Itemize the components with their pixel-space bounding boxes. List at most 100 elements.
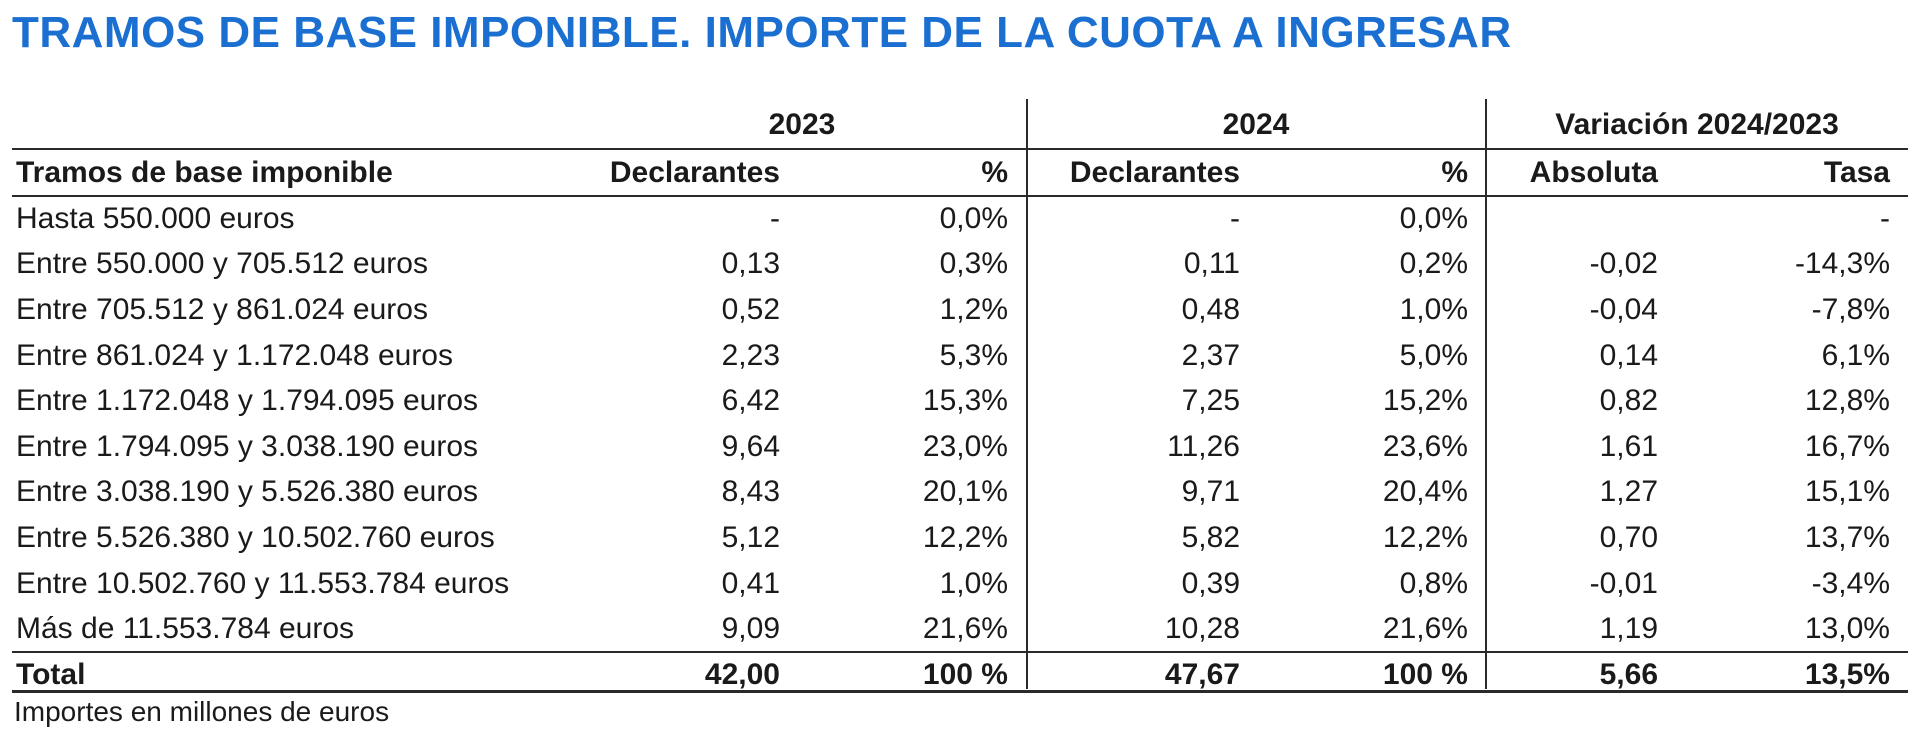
- table-row: Entre 3.038.190 y 5.526.380 euros 8,43 20,…: [12, 470, 1908, 516]
- year-header-2024: 2024: [1222, 108, 1290, 141]
- cell-absoluta: 0,82: [1599, 384, 1658, 418]
- cell-pct-2024: 20,4%: [1382, 475, 1468, 509]
- cell-declarantes-2024: 7,25: [1181, 384, 1240, 418]
- cell-declarantes-2023: 5,12: [721, 520, 780, 554]
- total-row: Total 42,00 100 % 47,67 100 % 5,66 13,5%: [12, 652, 1908, 698]
- divider-2024-variation: [1485, 99, 1487, 689]
- cell-tramo: Entre 861.024 y 1.172.048 euros: [16, 338, 453, 372]
- cell-declarantes-2023: -: [770, 201, 780, 235]
- table-row: Entre 1.172.048 y 1.794.095 euros 6,42 15,…: [12, 378, 1908, 424]
- cell-tramo: Entre 550.000 y 705.512 euros: [16, 247, 428, 281]
- table-body: Hasta 550.000 euros - 0,0% - 0,0% - Entre 550.…: [12, 196, 1908, 652]
- cell-pct-2024: 23,6%: [1382, 429, 1468, 463]
- cell-pct-2023: 0,3%: [939, 247, 1008, 281]
- table-row: Entre 5.526.380 y 10.502.760 euros 5,12 12…: [12, 515, 1908, 561]
- cell-absoluta: 1,61: [1599, 429, 1658, 463]
- table-row: Más de 11.553.784 euros 9,09 21,6% 10,28 21,…: [12, 606, 1908, 652]
- cell-declarantes-2023: 6,42: [721, 384, 780, 418]
- cell-pct-2024: 0,8%: [1399, 566, 1468, 600]
- year-header-row: 2023 2024 Variación 2024/2023: [12, 100, 1908, 150]
- col-header-declarantes-2023: Declarantes: [609, 156, 780, 189]
- cell-pct-2024: 0,0%: [1399, 201, 1468, 235]
- cell-pct-2023: 21,6%: [922, 612, 1008, 646]
- table-row: Entre 10.502.760 y 11.553.784 euros 0,41 1…: [12, 561, 1908, 607]
- cell-declarantes-2024: 11,26: [1167, 429, 1240, 463]
- year-header-variation: Variación 2024/2023: [1555, 108, 1839, 141]
- col-header-tasa: Tasa: [1823, 156, 1890, 189]
- total-label: Total: [16, 657, 86, 691]
- cell-tasa: 6,1%: [1821, 338, 1890, 372]
- cell-declarantes-2023: 9,09: [721, 612, 780, 646]
- cell-declarantes-2023: 0,13: [721, 247, 780, 281]
- cell-declarantes-2024: 0,11: [1183, 247, 1240, 281]
- col-header-pct-2023: %: [981, 156, 1008, 189]
- cell-tasa: 16,7%: [1804, 429, 1890, 463]
- col-header-tramos: Tramos de base imponible: [16, 156, 393, 189]
- cell-declarantes-2023: 0,41: [721, 566, 780, 600]
- cell-pct-2024: 5,0%: [1399, 338, 1468, 372]
- cell-absoluta: 0,70: [1599, 520, 1658, 554]
- col-header-pct-2024: %: [1441, 156, 1468, 189]
- total-bottom-rule: [12, 690, 1908, 693]
- cell-declarantes-2023: 8,43: [721, 475, 780, 509]
- cell-tasa: 15,1%: [1804, 475, 1890, 509]
- cell-pct-2023: 23,0%: [922, 429, 1008, 463]
- header-top-rule: [12, 148, 1908, 150]
- col-header-absoluta: Absoluta: [1529, 156, 1658, 189]
- cell-tasa: -14,3%: [1794, 247, 1890, 281]
- cell-declarantes-2024: 0,48: [1181, 292, 1240, 326]
- cell-pct-2023: 15,3%: [922, 384, 1008, 418]
- cell-tramo: Entre 5.526.380 y 10.502.760 euros: [16, 520, 495, 554]
- year-header-2023: 2023: [768, 108, 836, 141]
- cell-pct-2024: 1,0%: [1399, 292, 1468, 326]
- column-header-row: Tramos de base imponible Declarantes % D…: [12, 150, 1908, 196]
- total-pct-2023: 100 %: [922, 657, 1008, 691]
- cell-tasa: 12,8%: [1804, 384, 1890, 418]
- table-row: Entre 550.000 y 705.512 euros 0,13 0,3% 0,1…: [12, 242, 1908, 288]
- cell-pct-2023: 12,2%: [922, 520, 1008, 554]
- cell-pct-2023: 5,3%: [939, 338, 1008, 372]
- total-pct-2024: 100 %: [1382, 657, 1468, 691]
- header-bottom-rule: [12, 195, 1908, 197]
- page-title: TRAMOS DE BASE IMPONIBLE. IMPORTE DE LA …: [12, 8, 1512, 57]
- cell-tramo: Entre 10.502.760 y 11.553.784 euros: [16, 566, 510, 600]
- cell-tramo: Entre 3.038.190 y 5.526.380 euros: [16, 475, 479, 509]
- total-declarantes-2023: 42,00: [704, 657, 780, 691]
- cell-tasa: -3,4%: [1811, 566, 1890, 600]
- cell-absoluta: 0,14: [1599, 338, 1658, 372]
- total-top-rule: [12, 651, 1908, 653]
- cell-declarantes-2024: 9,71: [1181, 475, 1240, 509]
- table-row: Hasta 550.000 euros - 0,0% - 0,0% -: [12, 196, 1908, 242]
- cell-absoluta: [1486, 196, 1676, 242]
- cell-tramo: Entre 705.512 y 861.024 euros: [16, 292, 428, 326]
- cell-absoluta: 1,27: [1599, 475, 1658, 509]
- cell-tramo: Más de 11.553.784 euros: [16, 612, 355, 646]
- total-declarantes-2024: 47,67: [1164, 657, 1240, 691]
- cell-declarantes-2024: 0,39: [1181, 566, 1240, 600]
- cell-declarantes-2024: 2,37: [1181, 338, 1240, 372]
- cell-tramo: Entre 1.172.048 y 1.794.095 euros: [16, 384, 479, 418]
- cell-tasa: -: [1880, 201, 1890, 235]
- table-row: Entre 1.794.095 y 3.038.190 euros 9,64 23,…: [12, 424, 1908, 470]
- cell-tasa: 13,7%: [1804, 520, 1890, 554]
- cell-declarantes-2024: -: [1230, 201, 1240, 235]
- footnote: Importes en millones de euros: [14, 696, 390, 727]
- cell-tasa: -7,8%: [1811, 292, 1890, 326]
- cell-declarantes-2023: 2,23: [721, 338, 780, 372]
- table-row: Entre 861.024 y 1.172.048 euros 2,23 5,3% 2…: [12, 333, 1908, 379]
- cell-pct-2024: 15,2%: [1382, 384, 1468, 418]
- tax-brackets-table: 2023 2024 Variación 2024/2023 Tramos de …: [12, 100, 1908, 698]
- cell-pct-2023: 1,0%: [939, 566, 1008, 600]
- total-tasa: 13,5%: [1804, 657, 1890, 691]
- table-row: Entre 705.512 y 861.024 euros 0,52 1,2% 0,4…: [12, 287, 1908, 333]
- cell-declarantes-2024: 5,82: [1181, 520, 1240, 554]
- cell-absoluta: -0,01: [1589, 566, 1658, 600]
- cell-tramo: Entre 1.794.095 y 3.038.190 euros: [16, 429, 479, 463]
- cell-pct-2024: 0,2%: [1399, 247, 1468, 281]
- divider-2023-2024: [1026, 99, 1028, 689]
- cell-pct-2023: 1,2%: [939, 292, 1008, 326]
- cell-declarantes-2023: 9,64: [721, 429, 780, 463]
- total-absoluta: 5,66: [1599, 657, 1658, 691]
- cell-absoluta: -0,04: [1589, 292, 1658, 326]
- cell-declarantes-2024: 10,28: [1164, 612, 1240, 646]
